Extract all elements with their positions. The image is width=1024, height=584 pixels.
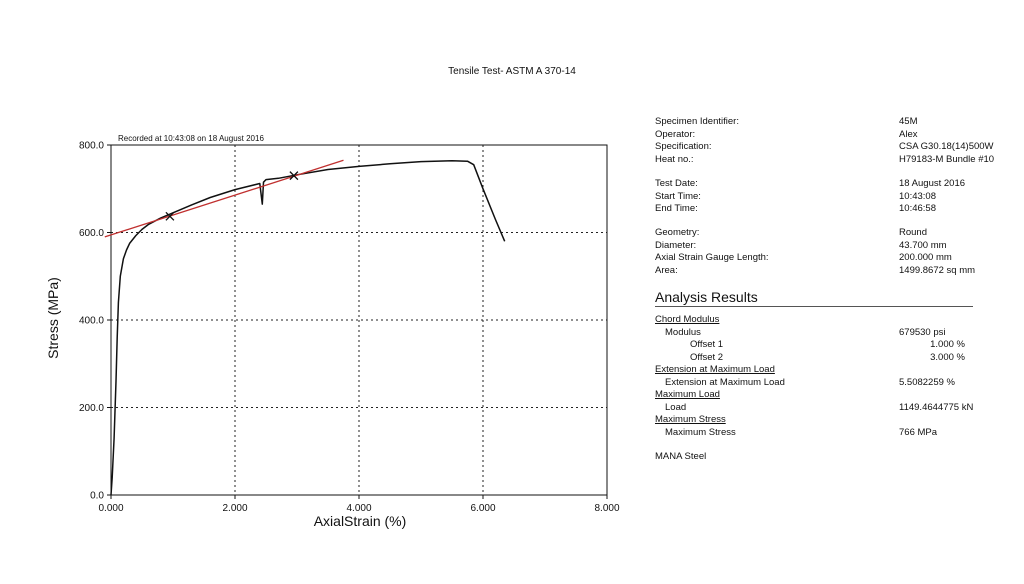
offset-marker (165, 211, 175, 221)
analysis-row: Maximum Stress 766 MPa (655, 426, 937, 440)
analysis-value: 679530 psi (899, 326, 946, 338)
offset-marker (289, 171, 299, 181)
analysis-value: 5.5082259 % (899, 376, 955, 388)
analysis-row: Chord Modulus (655, 314, 785, 327)
analysis-heading: Maximum Stress (655, 414, 726, 425)
info-label: Test Date: (655, 178, 698, 189)
analysis-label: Offset 1 (690, 339, 724, 350)
x-tick-label: 0.000 (98, 503, 123, 514)
analysis-value: 3.000 % (930, 351, 965, 363)
x-tick-label: 6.000 (470, 503, 495, 514)
y-tick-label: 200.0 (79, 403, 104, 414)
info-value: 200.000 mm (899, 252, 952, 263)
info-label: Area: (655, 264, 678, 276)
info-label: Geometry: (655, 227, 700, 238)
analysis-value: 1.000 % (930, 339, 965, 350)
info-label: Start Time: (655, 190, 701, 202)
y-tick-label: 600.0 (79, 228, 104, 239)
info-label: Specification: (655, 141, 712, 152)
recorded-annotation: Recorded at 10:43:08 on 18 August 2016 (118, 134, 264, 143)
x-tick-label: 8.000 (594, 503, 619, 514)
analysis-results: Chord Modulus Modulus 679530 psi Offset 1… (655, 314, 973, 440)
analysis-value: 1149.4644775 kN (899, 401, 974, 413)
chart-title: Tensile Test- ASTM A 370-14 (448, 66, 576, 77)
info-value: 10:43:08 (899, 190, 936, 202)
info-label: Axial Strain Gauge Length: (655, 252, 769, 263)
analysis-label: Modulus (665, 326, 701, 338)
info-value: H79183-M Bundle #10 (899, 153, 995, 165)
analysis-row: Modulus 679530 psi (655, 326, 945, 340)
x-tick-label: 4.000 (346, 503, 371, 514)
analysis-row: Maximum Stress (655, 414, 785, 427)
info-value: 43.700 mm (899, 239, 947, 251)
analysis-heading: Chord Modulus (655, 314, 720, 325)
info-label: Operator: (655, 128, 696, 140)
info-value: Alex (899, 128, 918, 140)
analysis-label: Load (665, 401, 687, 413)
info-value: 10:46:58 (899, 203, 936, 214)
company-name: MANA Steel (655, 451, 707, 462)
info-value: 1499.8672 sq mm (899, 264, 976, 276)
analysis-value: 766 MPa (899, 426, 938, 438)
analysis-results-title: Analysis Results (655, 289, 758, 305)
analysis-label: Offset 2 (690, 351, 724, 363)
analysis-label: Maximum Stress (665, 426, 736, 438)
y-axis-label: Stress (MPa) (45, 277, 61, 359)
x-axis-label-text: AxialStrain (%) (313, 513, 407, 529)
info-value: Round (899, 227, 927, 238)
analysis-row: Load 1149.4644775 kN (655, 401, 973, 415)
y-tick-label: 400.0 (79, 316, 104, 327)
analysis-heading: Maximum Load (655, 389, 720, 400)
analysis-row: Extension at Maximum Load 5.5082259 % (655, 376, 955, 390)
info-value: 45M (899, 116, 918, 127)
analysis-row: Maximum Load (655, 389, 785, 402)
analysis-row: Offset 1 1.000 % (655, 339, 965, 352)
modulus-line (104, 159, 344, 238)
info-label: Diameter: (655, 239, 697, 251)
info-label: Specimen Identifier: (655, 116, 739, 127)
analysis-label: Extension at Maximum Load (665, 376, 785, 388)
stress-strain-curve (110, 160, 506, 496)
analysis-row: Extension at Maximum Load (655, 364, 785, 377)
analysis-row: Offset 2 3.000 % (655, 351, 965, 365)
info-label: End Time: (655, 203, 698, 214)
y-tick-label: 800.0 (79, 141, 104, 152)
info-value: 18 August 2016 (899, 178, 966, 189)
y-tick-label: 0.0 (90, 491, 104, 502)
info-value: CSA G30.18(14)500W (899, 141, 994, 152)
analysis-divider (655, 306, 973, 307)
analysis-heading: Extension at Maximum Load (655, 364, 775, 375)
info-label: Heat no.: (655, 153, 694, 165)
x-tick-label: 2.000 (222, 503, 247, 514)
